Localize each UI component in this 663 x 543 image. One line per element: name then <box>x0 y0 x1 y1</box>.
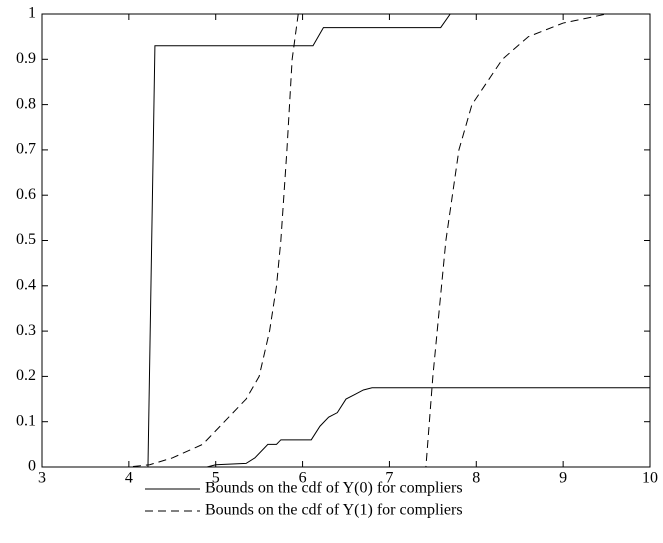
y-tick-label: 0.2 <box>16 367 36 384</box>
y-tick-label: 0.6 <box>16 186 36 203</box>
series-line <box>42 13 650 468</box>
legend-label: Bounds on the cdf of Y(1) for compliers <box>205 502 463 519</box>
y-tick-label: 0 <box>28 458 36 475</box>
x-tick-label: 10 <box>642 470 658 487</box>
y-tick-label: 0.4 <box>16 276 36 293</box>
y-tick-label: 0.1 <box>16 412 36 429</box>
series-line <box>42 13 650 468</box>
y-tick-label: 1 <box>28 5 36 22</box>
y-tick-label: 0.5 <box>16 231 36 248</box>
x-tick-label: 6 <box>299 470 307 487</box>
x-tick-label: 4 <box>125 470 133 487</box>
y-tick-label: 0.8 <box>16 95 36 112</box>
y-tick-label: 0.7 <box>16 141 36 158</box>
x-tick-label: 3 <box>38 470 46 487</box>
x-tick-label: 5 <box>212 470 220 487</box>
y-tick-label: 0.3 <box>16 322 36 339</box>
series-line <box>42 387 650 468</box>
y-tick-label: 0.9 <box>16 50 36 67</box>
x-tick-label: 7 <box>385 470 393 487</box>
series-line <box>42 13 650 468</box>
x-tick-label: 9 <box>559 470 567 487</box>
x-tick-label: 8 <box>472 470 480 487</box>
legend-label: Bounds on the cdf of Y(0) for compliers <box>205 480 463 497</box>
